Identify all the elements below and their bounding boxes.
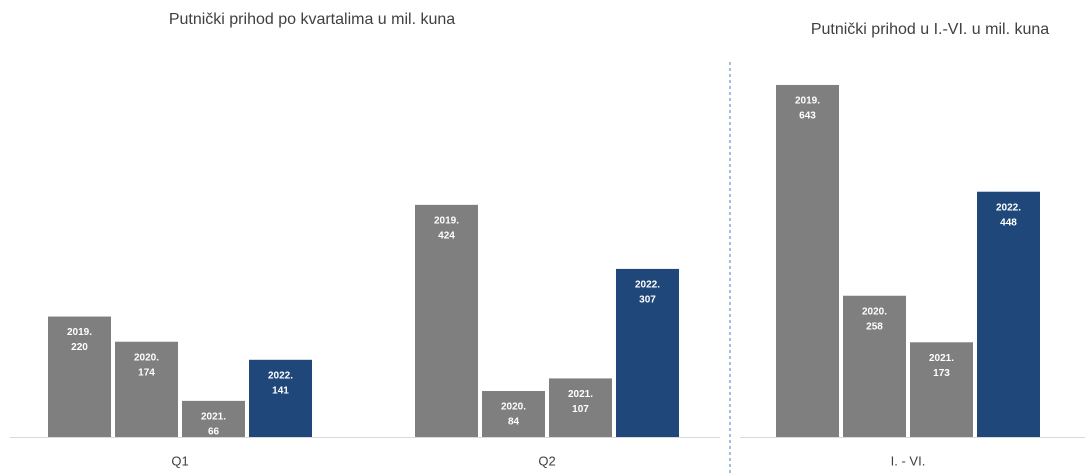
bar-series-label: 2021. — [201, 412, 226, 423]
x-tick-label: Q1 — [171, 453, 188, 468]
bar-value-label: 424 — [438, 231, 455, 242]
bar-series-label: 2019. — [795, 96, 820, 107]
bar-series-label: 2019. — [67, 327, 92, 338]
bar-value-label: 66 — [208, 427, 220, 438]
bar — [249, 359, 312, 437]
bar — [977, 191, 1040, 437]
bar-series-label: 2021. — [568, 389, 593, 400]
bar-series-label: 2022. — [996, 202, 1021, 213]
bar-value-label: 141 — [272, 385, 289, 396]
bar-series-label: 2019. — [434, 216, 459, 227]
bar-value-label: 258 — [866, 321, 883, 332]
bar-series-label: 2021. — [929, 353, 954, 364]
bar — [776, 84, 839, 438]
bar — [910, 342, 973, 437]
x-tick-label: Q2 — [538, 453, 555, 468]
bar — [616, 268, 679, 437]
bar — [482, 391, 545, 437]
bar-value-label: 174 — [138, 367, 155, 378]
bar-value-label: 643 — [799, 111, 816, 122]
bar-value-label: 84 — [508, 417, 520, 428]
chart-title: Putnički prihod u I.-VI. u mil. kuna — [811, 21, 1049, 38]
bar-series-label: 2022. — [635, 280, 660, 291]
bar — [48, 316, 111, 437]
bar-value-label: 448 — [1000, 217, 1017, 228]
bar-value-label: 220 — [71, 342, 88, 353]
bar — [115, 341, 178, 437]
bar-value-label: 107 — [572, 404, 589, 415]
bar-value-label: 173 — [933, 368, 950, 379]
bar — [182, 400, 245, 437]
bar — [549, 378, 612, 437]
bar-value-label: 307 — [639, 295, 656, 306]
bar-series-label: 2020. — [501, 402, 526, 413]
bar — [415, 204, 478, 437]
x-tick-label: I. - VI. — [891, 453, 926, 468]
bar-series-label: 2020. — [862, 306, 887, 317]
bar-series-label: 2020. — [134, 352, 159, 363]
bar-series-label: 2022. — [268, 370, 293, 381]
bar — [843, 295, 906, 437]
chart-title: Putnički prihod po kvartalima u mil. kun… — [169, 11, 455, 28]
